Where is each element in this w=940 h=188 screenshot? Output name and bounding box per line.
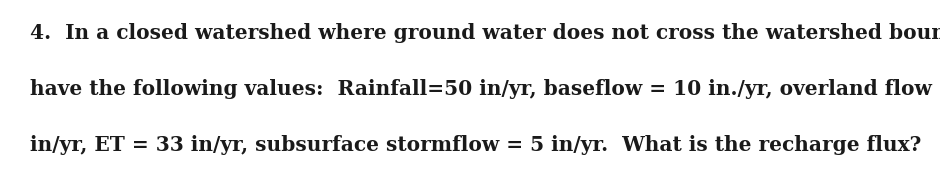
Text: 4.  In a closed watershed where ground water does not cross the watershed bounda: 4. In a closed watershed where ground wa… bbox=[30, 23, 940, 42]
Text: in/yr, ET = 33 in/yr, subsurface stormflow = 5 in/yr.  What is the recharge flux: in/yr, ET = 33 in/yr, subsurface stormfl… bbox=[30, 135, 921, 155]
Text: have the following values:  Rainfall=50 in/yr, baseflow = 10 in./yr, overland fl: have the following values: Rainfall=50 i… bbox=[30, 79, 940, 99]
